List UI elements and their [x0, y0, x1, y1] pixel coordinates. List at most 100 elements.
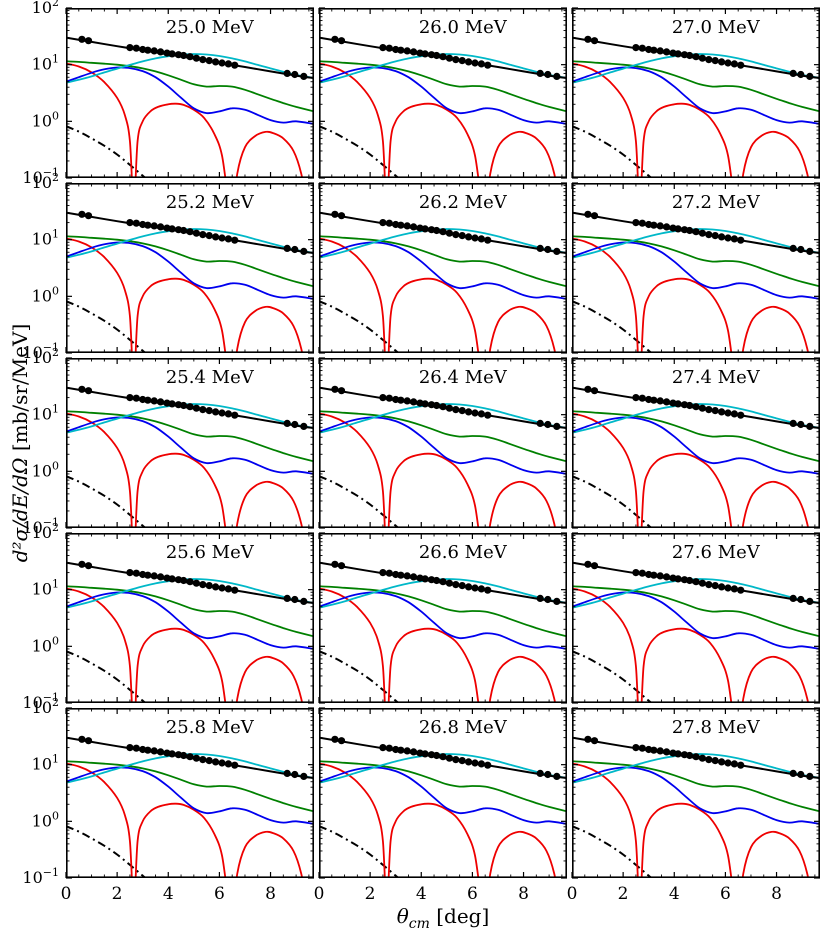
data-point	[663, 398, 671, 406]
series-blue-component	[572, 241, 820, 300]
data-point	[674, 575, 682, 583]
series-blue-component	[66, 766, 314, 825]
data-point	[180, 751, 188, 760]
panel-plot: 25.8 MeV 10−1 100 101 102 0 2 4 6 8	[22, 696, 314, 904]
data-point	[789, 69, 797, 77]
data-point	[638, 569, 646, 577]
data-point	[231, 586, 239, 594]
panel-26.6-MeV: 26.6 MeV	[318, 532, 567, 704]
panel-plot: 27.0 MeV	[571, 7, 820, 179]
data-point	[403, 572, 411, 580]
x-tick-label: 2	[112, 884, 123, 904]
data-point	[186, 753, 194, 761]
energy-label: 25.4 MeV	[166, 367, 255, 388]
data-point	[192, 754, 200, 762]
y-tick-label: 101	[32, 53, 59, 74]
panel-border	[572, 358, 820, 528]
data-point	[144, 46, 152, 54]
data-point	[397, 221, 405, 229]
panels-grid: 25.0 MeV 10−1 100 101 102 26.0 MeV 27.0 MeV 25.…	[22, 0, 820, 904]
data-point	[724, 234, 732, 242]
data-point	[445, 404, 453, 412]
data-point	[337, 562, 346, 570]
data-points	[78, 735, 308, 780]
data-point	[337, 37, 346, 45]
data-point	[465, 758, 473, 766]
data-point	[199, 56, 207, 64]
data-point	[698, 579, 706, 587]
energy-label: 27.4 MeV	[672, 367, 761, 388]
data-point	[584, 35, 592, 43]
data-point	[638, 744, 646, 752]
data-point	[180, 226, 188, 235]
series-blue-component	[572, 591, 820, 650]
series-green-component	[572, 410, 820, 463]
data-point	[205, 407, 213, 415]
data-point	[797, 420, 805, 429]
y-tick-label: 100	[32, 459, 59, 480]
data-point	[199, 231, 207, 239]
data-point	[132, 394, 140, 402]
x-axis-label-rest: [deg]	[429, 904, 490, 928]
y-tick-label: 10−1	[22, 866, 59, 887]
data-point	[331, 560, 339, 568]
data-point	[231, 236, 239, 244]
data-point	[186, 578, 194, 586]
data-point	[218, 584, 226, 592]
data-point	[421, 750, 429, 758]
data-point	[385, 744, 393, 752]
data-point	[632, 569, 640, 577]
series-dash-dot-component	[319, 475, 401, 528]
data-point	[150, 47, 158, 55]
data-point	[663, 748, 671, 756]
data-point	[192, 54, 200, 62]
data-point	[477, 585, 485, 593]
panel-27.6-MeV: 27.6 MeV	[571, 532, 820, 704]
panel-plot: 26.4 MeV	[318, 357, 567, 529]
series-red-component	[572, 762, 810, 878]
series-red-component	[572, 62, 810, 178]
series-red-component	[66, 62, 304, 178]
data-point	[484, 236, 492, 244]
data-point	[385, 219, 393, 227]
data-point	[477, 410, 485, 418]
series-dash-dot-component	[66, 475, 148, 528]
panel-border	[572, 533, 820, 703]
data-point	[84, 212, 93, 220]
data-point	[168, 50, 176, 58]
data-point	[737, 61, 745, 69]
data-point	[544, 595, 552, 604]
data-point	[291, 420, 299, 429]
data-point	[212, 58, 220, 66]
data-point	[300, 422, 308, 430]
data-point	[471, 584, 479, 592]
data-point	[205, 57, 213, 65]
y-tick-label: 102	[32, 171, 59, 192]
data-point	[168, 400, 176, 408]
panel-border	[319, 183, 567, 353]
series-green-component	[319, 60, 567, 113]
data-point	[224, 760, 232, 768]
x-tick-label: 4	[669, 884, 680, 904]
data-point	[144, 396, 152, 404]
data-point	[132, 44, 140, 52]
data-point	[283, 419, 291, 427]
data-point	[192, 579, 200, 587]
data-point	[452, 231, 460, 239]
energy-label: 26.4 MeV	[419, 367, 508, 388]
data-point	[692, 53, 700, 61]
data-point	[205, 582, 213, 590]
data-point	[471, 234, 479, 242]
y-tick-label: 10−1	[22, 516, 59, 537]
panel-25.0-MeV: 25.0 MeV 10−1 100 101 102	[22, 0, 314, 187]
data-point	[553, 597, 561, 605]
panel-plot: 26.6 MeV	[318, 532, 567, 704]
data-points	[584, 735, 814, 780]
data-point	[78, 210, 86, 218]
series-blue-component	[572, 66, 820, 125]
data-point	[553, 422, 561, 430]
data-point	[379, 219, 387, 227]
series-red-component	[66, 237, 304, 353]
series-green-component	[66, 60, 314, 113]
